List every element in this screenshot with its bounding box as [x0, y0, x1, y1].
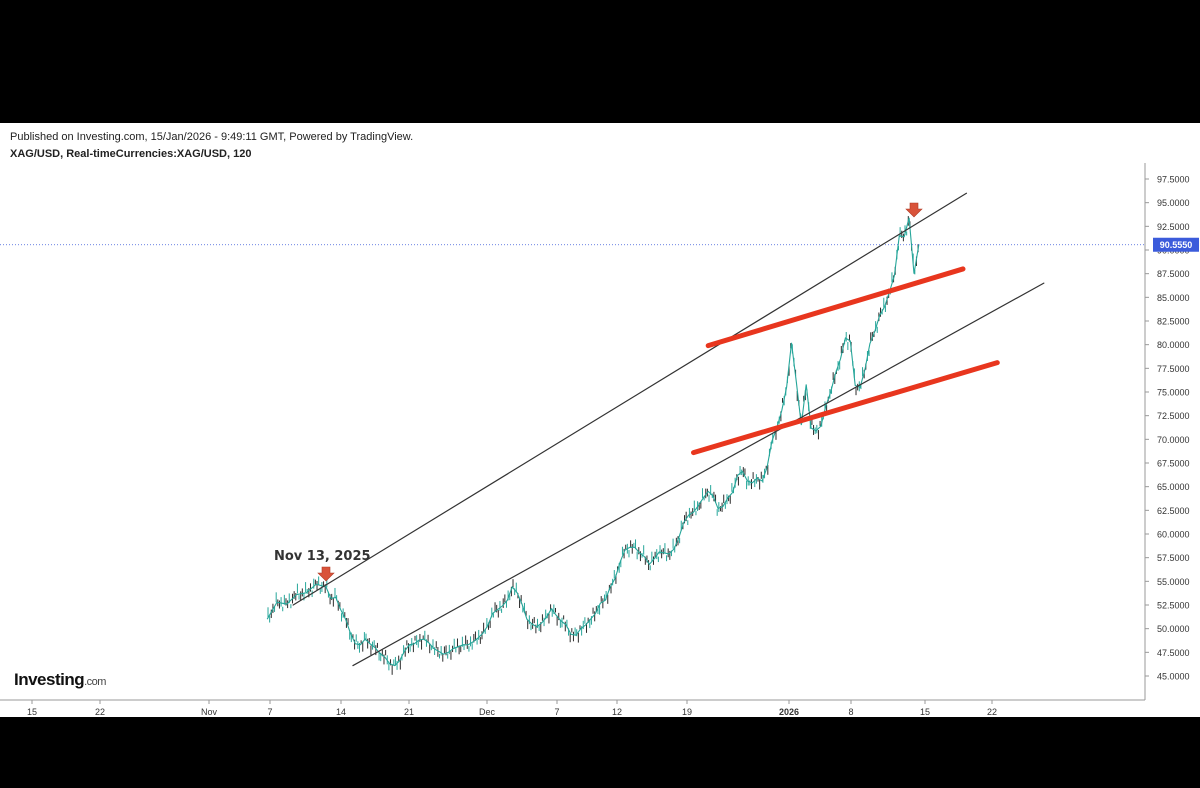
x-tick-label: 12 [612, 707, 622, 717]
y-tick-label: 82.5000 [1157, 317, 1190, 327]
y-tick-label: 57.5000 [1157, 553, 1190, 563]
x-tick-label: 21 [404, 707, 414, 717]
red-support-line [691, 360, 1000, 456]
x-tick-label: 8 [848, 707, 853, 717]
chart-area: Published on Investing.com, 15/Jan/2026 … [0, 123, 1200, 717]
y-tick-label: 62.5000 [1157, 506, 1190, 516]
price-chart: 97.500095.000092.500090.000087.500085.00… [0, 163, 1199, 717]
y-tick-label: 77.5000 [1157, 364, 1190, 374]
y-tick-label: 72.5000 [1157, 411, 1190, 421]
symbol-caption: XAG/USD, Real-timeCurrencies:XAG/USD, 12… [10, 148, 252, 160]
x-tick-label: 22 [95, 707, 105, 717]
price-candles [267, 216, 919, 675]
annotation-label: Nov 13, 2025 [274, 549, 371, 564]
x-tick-label: 22 [987, 707, 997, 717]
x-tick-label: 15 [27, 707, 37, 717]
y-tick-label: 47.5000 [1157, 648, 1190, 658]
down-arrow-jan [905, 202, 923, 218]
channel-upper-line [292, 192, 968, 606]
y-tick-label: 92.5000 [1157, 222, 1190, 232]
y-tick-label: 80.0000 [1157, 340, 1190, 350]
investing-logo: Investing.com [14, 670, 106, 690]
price-line [266, 217, 920, 667]
x-tick-label: Nov [201, 707, 218, 717]
x-tick-label: 2026 [779, 707, 799, 717]
y-tick-label: 95.0000 [1157, 198, 1190, 208]
y-tick-label: 67.5000 [1157, 459, 1190, 469]
logo-suffix: .com [84, 676, 106, 688]
channel-lower-line [352, 282, 1045, 667]
red-resistance-line [705, 266, 966, 349]
y-tick-label: 50.0000 [1157, 624, 1190, 634]
y-tick-label: 65.0000 [1157, 482, 1190, 492]
x-tick-label: Dec [479, 707, 496, 717]
y-tick-label: 45.0000 [1157, 672, 1190, 682]
last-price-badge [1153, 237, 1199, 252]
y-tick-label: 60.0000 [1157, 530, 1190, 540]
x-tick-label: 7 [267, 707, 272, 717]
published-caption: Published on Investing.com, 15/Jan/2026 … [10, 131, 414, 143]
down-arrow-nov [317, 566, 335, 582]
x-tick-label: 7 [554, 707, 559, 717]
x-tick-label: 19 [682, 707, 692, 717]
x-tick-label: 14 [336, 707, 346, 717]
last-price-label: 90.5550 [1160, 240, 1193, 250]
logo-main: Investing [14, 670, 85, 689]
y-tick-label: 52.5000 [1157, 601, 1190, 611]
y-tick-label: 85.0000 [1157, 293, 1190, 303]
y-tick-label: 97.5000 [1157, 175, 1190, 185]
y-tick-label: 70.0000 [1157, 435, 1190, 445]
y-tick-label: 75.0000 [1157, 388, 1190, 398]
y-tick-label: 55.0000 [1157, 577, 1190, 587]
x-tick-label: 15 [920, 707, 930, 717]
y-tick-label: 87.5000 [1157, 269, 1190, 279]
